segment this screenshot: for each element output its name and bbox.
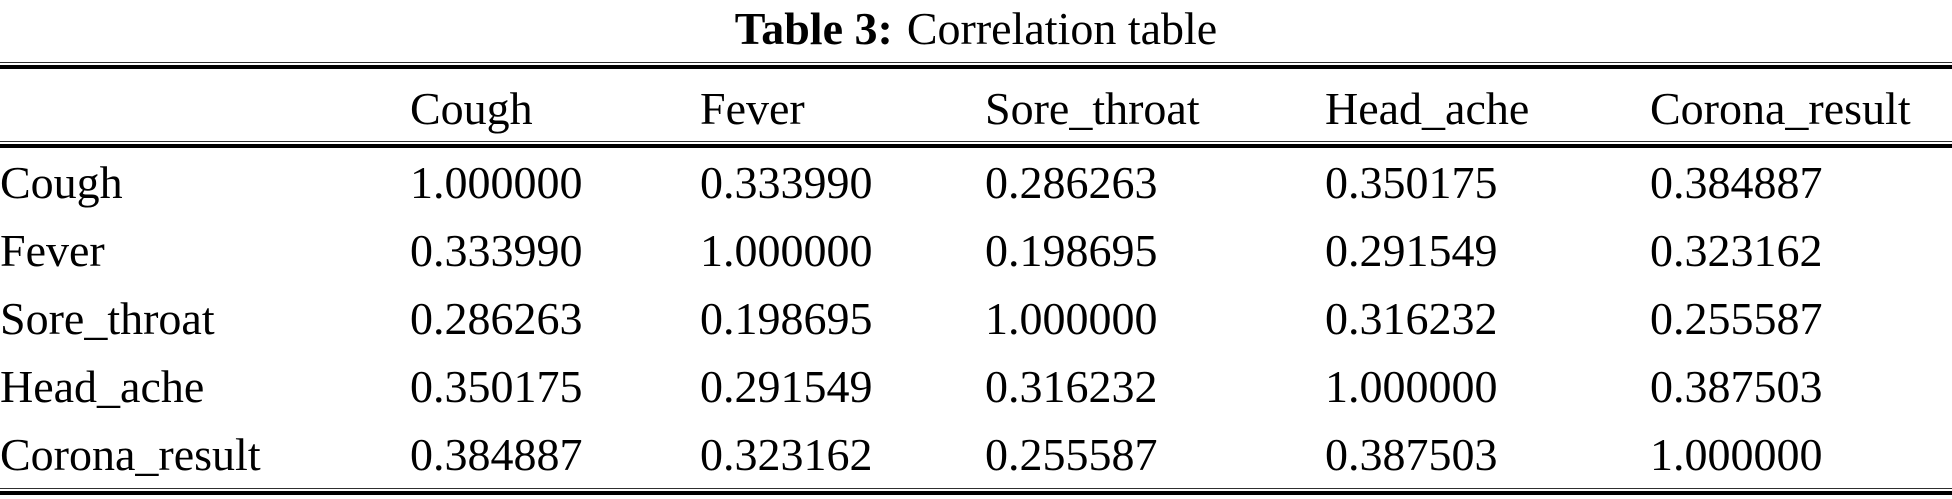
correlation-cell: 0.286263 bbox=[410, 292, 583, 344]
correlation-cell: 0.323162 bbox=[700, 428, 873, 480]
table-row-corona-result: Corona_result 0.384887 0.323162 0.255587… bbox=[0, 420, 1952, 488]
row-label: Sore_throat bbox=[0, 292, 215, 344]
correlation-cell: 0.286263 bbox=[985, 156, 1158, 208]
correlation-cell: 0.316232 bbox=[1325, 292, 1498, 344]
table-bottom-rule bbox=[0, 488, 1952, 495]
correlation-cell: 1.000000 bbox=[985, 292, 1158, 344]
row-label: Corona_result bbox=[0, 428, 261, 480]
correlation-cell: 0.316232 bbox=[985, 360, 1158, 412]
column-header-empty bbox=[0, 69, 410, 148]
header-row: Cough Fever Sore_throat Head_ache Corona… bbox=[0, 69, 1952, 148]
column-header-sore-throat: Sore_throat bbox=[985, 69, 1325, 148]
correlation-cell: 0.198695 bbox=[700, 292, 873, 344]
correlation-cell: 0.387503 bbox=[1650, 360, 1823, 412]
table-top-rule bbox=[0, 62, 1952, 69]
correlation-cell: 0.387503 bbox=[1325, 428, 1498, 480]
column-header-cough: Cough bbox=[410, 69, 700, 148]
table-row-sore-throat: Sore_throat 0.286263 0.198695 1.000000 0… bbox=[0, 284, 1952, 352]
table-caption: Table 3: Correlation table bbox=[0, 0, 1952, 58]
correlation-cell: 0.384887 bbox=[410, 428, 583, 480]
correlation-cell: 0.291549 bbox=[1325, 224, 1498, 276]
column-header-head-ache: Head_ache bbox=[1325, 69, 1650, 148]
row-label: Fever bbox=[0, 224, 105, 276]
correlation-cell: 0.384887 bbox=[1650, 156, 1823, 208]
correlation-cell: 0.350175 bbox=[1325, 156, 1498, 208]
table-caption-title: Correlation table bbox=[906, 3, 1218, 54]
table-row-fever: Fever 0.333990 1.000000 0.198695 0.29154… bbox=[0, 216, 1952, 284]
column-header-fever: Fever bbox=[700, 69, 985, 148]
correlation-cell: 0.350175 bbox=[410, 360, 583, 412]
row-label: Cough bbox=[0, 156, 123, 208]
correlation-cell: 1.000000 bbox=[410, 156, 583, 208]
correlation-cell: 0.333990 bbox=[700, 156, 873, 208]
correlation-cell: 0.255587 bbox=[985, 428, 1158, 480]
correlation-cell: 1.000000 bbox=[1325, 360, 1498, 412]
correlation-table: Cough Fever Sore_throat Head_ache Corona… bbox=[0, 69, 1952, 488]
column-header-corona-result: Corona_result bbox=[1650, 69, 1952, 148]
correlation-cell: 1.000000 bbox=[700, 224, 873, 276]
table-row-cough: Cough 1.000000 0.333990 0.286263 0.35017… bbox=[0, 148, 1952, 216]
table-caption-label: Table 3: bbox=[734, 3, 893, 54]
correlation-cell: 0.255587 bbox=[1650, 292, 1823, 344]
correlation-cell: 0.323162 bbox=[1650, 224, 1823, 276]
row-label: Head_ache bbox=[0, 360, 205, 412]
correlation-cell: 0.198695 bbox=[985, 224, 1158, 276]
correlation-cell: 1.000000 bbox=[1650, 428, 1823, 480]
correlation-cell: 0.333990 bbox=[410, 224, 583, 276]
correlation-cell: 0.291549 bbox=[700, 360, 873, 412]
table-row-head-ache: Head_ache 0.350175 0.291549 0.316232 1.0… bbox=[0, 352, 1952, 420]
